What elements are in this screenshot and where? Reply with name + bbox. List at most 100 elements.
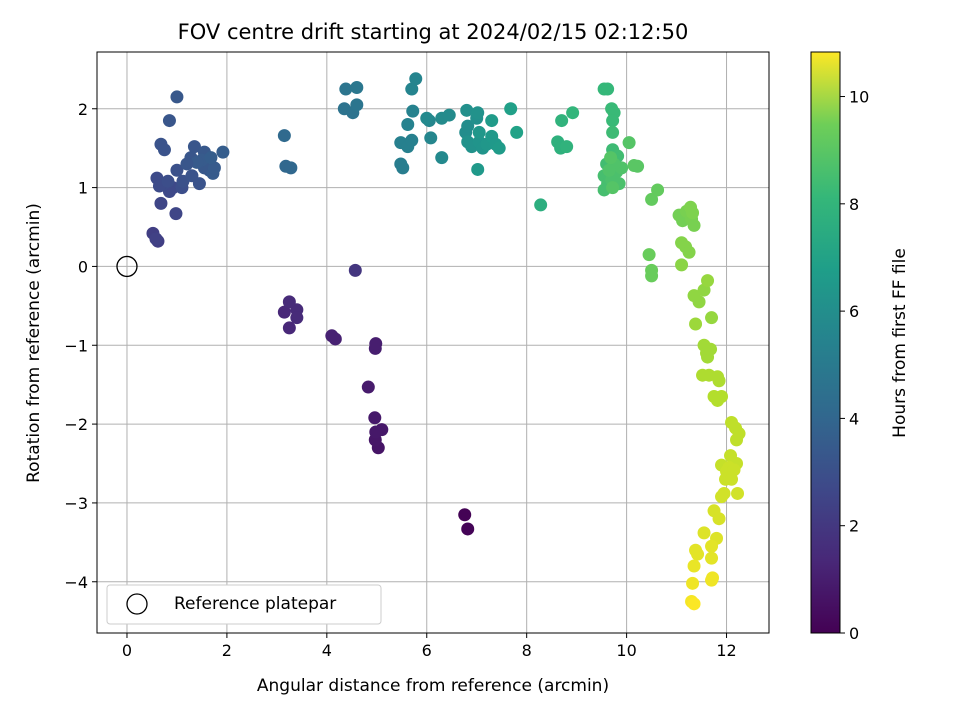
data-point [361, 380, 375, 394]
data-point [460, 103, 474, 117]
data-point [622, 136, 636, 150]
data-point [705, 311, 719, 325]
data-point [712, 512, 726, 526]
colorbar-tick-label: 2 [849, 517, 859, 536]
data-point [642, 248, 656, 262]
data-point [180, 157, 194, 171]
data-point [485, 114, 499, 128]
data-point [207, 161, 221, 175]
data-point [461, 119, 475, 133]
data-point [277, 305, 291, 319]
data-point [216, 145, 230, 159]
data-point [701, 274, 715, 288]
data-point [405, 133, 419, 147]
legend: Reference platepar [106, 584, 382, 625]
data-point [409, 72, 423, 86]
x-tick-label: 12 [716, 641, 736, 660]
colorbar-ticks: 0 2 4 6 8 10 [840, 88, 869, 643]
data-point [645, 269, 659, 283]
colorbar-tick-label: 6 [849, 302, 859, 321]
y-tick-label: 2 [78, 100, 88, 119]
data-point [687, 559, 701, 573]
data-point [282, 321, 296, 335]
x-axis-ticks: 0 2 4 6 8 10 12 [122, 633, 737, 660]
data-point [471, 162, 485, 176]
data-point [606, 125, 620, 139]
data-point [651, 183, 665, 197]
data-point [510, 125, 524, 139]
data-point [725, 472, 739, 486]
y-tick-label: −1 [64, 336, 88, 355]
x-tick-label: 10 [616, 641, 636, 660]
data-point [686, 206, 700, 220]
colorbar-tick-label: 0 [849, 624, 859, 643]
y-tick-label: 0 [78, 257, 88, 276]
data-point [606, 181, 620, 195]
data-point [350, 80, 364, 94]
data-point [368, 411, 382, 425]
data-point [154, 196, 168, 210]
y-axis-label: Rotation from reference (arcmin) [24, 203, 44, 483]
chart-title: FOV centre drift starting at 2024/02/15 … [178, 20, 689, 44]
data-point [704, 342, 718, 356]
data-point [687, 597, 701, 611]
data-point [492, 141, 506, 155]
data-point [282, 295, 296, 309]
data-point [277, 129, 291, 143]
data-point [157, 143, 171, 157]
data-point [687, 218, 701, 232]
data-point [472, 125, 486, 139]
colorbar-tick-label: 10 [849, 88, 869, 107]
data-point [731, 486, 745, 500]
reference-marker [116, 255, 138, 278]
data-point [149, 232, 163, 246]
legend-marker-reference [126, 593, 148, 615]
data-point [161, 174, 175, 188]
colorbar-tick-label: 4 [849, 409, 859, 428]
data-point [697, 526, 711, 540]
x-tick-label: 0 [122, 641, 132, 660]
y-tick-label: −4 [64, 573, 88, 592]
reference-point [116, 255, 138, 278]
data-point [732, 427, 746, 441]
data-point [284, 161, 298, 175]
data-point [169, 207, 183, 221]
data-point [406, 104, 420, 118]
data-point [555, 114, 569, 128]
data-point [705, 539, 719, 553]
data-point [689, 317, 703, 331]
y-tick-label: −3 [64, 494, 88, 513]
y-tick-label: 1 [78, 179, 88, 198]
y-axis-ticks: −4 −3 −2 −1 0 1 2 [64, 100, 97, 592]
data-point [686, 576, 700, 590]
data-point [369, 425, 383, 439]
data-point [631, 159, 645, 173]
data-point [405, 82, 419, 96]
plot-frame [96, 51, 770, 634]
data-point [348, 263, 362, 277]
data-point [461, 522, 475, 536]
data-point [705, 551, 719, 565]
data-point [170, 90, 184, 104]
data-point [705, 573, 719, 587]
data-point [401, 118, 415, 132]
data-point [190, 155, 204, 169]
data-point [471, 106, 485, 120]
data-point [458, 508, 472, 522]
data-point [601, 82, 615, 96]
legend-label-reference: Reference platepar [174, 594, 336, 614]
data-point [325, 329, 339, 343]
colorbar: 0 2 4 6 8 10 Hours from first FF file [810, 51, 910, 643]
data-point [682, 245, 696, 259]
data-point [675, 258, 689, 272]
colorbar-label: Hours from first FF file [890, 248, 910, 438]
data-point [369, 337, 383, 351]
y-tick-label: −2 [64, 415, 88, 434]
x-tick-label: 8 [522, 641, 532, 660]
data-point [606, 114, 620, 128]
data-point [290, 311, 304, 325]
x-tick-label: 2 [222, 641, 232, 660]
data-point [170, 163, 184, 177]
x-tick-label: 4 [322, 641, 332, 660]
data-point [715, 390, 729, 404]
